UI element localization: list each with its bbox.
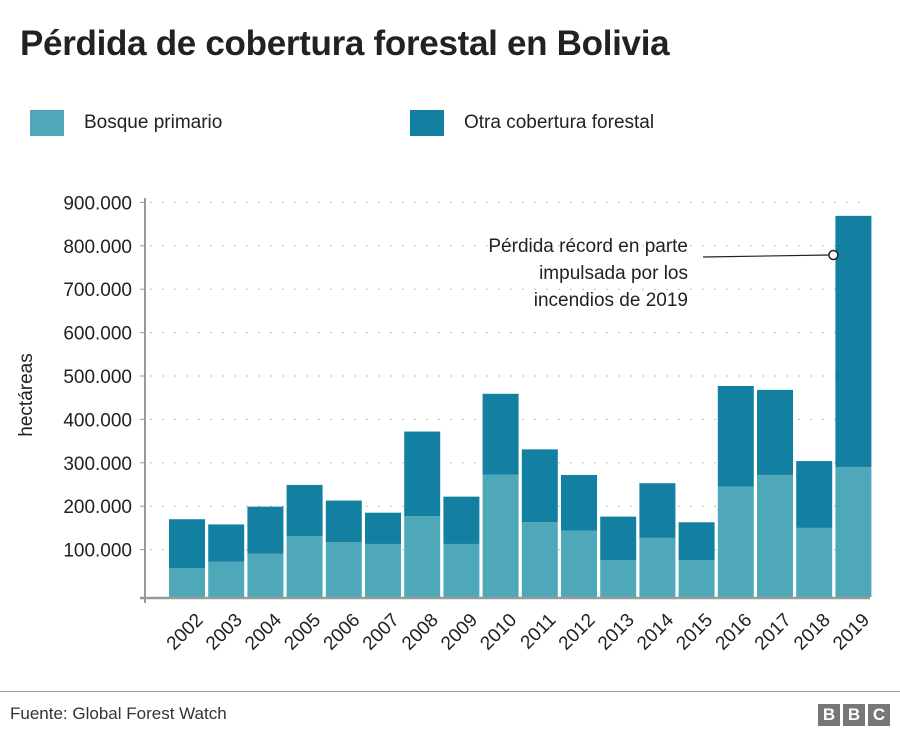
x-tick-label: 2005 [280, 610, 325, 655]
bar-primary-2009 [443, 543, 480, 597]
source-text: Fuente: Global Forest Watch [10, 704, 227, 723]
bar-primary-2012 [561, 530, 597, 597]
annotation-marker [828, 249, 839, 261]
bar-other-2004 [247, 506, 284, 554]
bar-primary-2013 [600, 560, 637, 597]
y-tick-label: 100.000 [63, 541, 132, 562]
legend-swatch-primary [30, 110, 64, 136]
x-tick-label: 2007 [359, 610, 404, 655]
bar-other-2006 [325, 500, 362, 543]
bar-other-2012 [561, 474, 597, 531]
bar-other-2007 [365, 512, 401, 544]
bar-primary-2018 [796, 527, 833, 597]
chart-title: Pérdida de cobertura forestal en Bolivia [20, 24, 670, 63]
bar-other-2010 [482, 393, 519, 475]
annotation-text: incendios de 2019 [534, 290, 688, 311]
bar-primary-2006 [325, 542, 362, 597]
bar-primary-2011 [521, 522, 558, 597]
bar-other-2005 [286, 484, 323, 537]
y-tick-label: 700.000 [63, 280, 132, 301]
bar-other-2018 [796, 461, 833, 528]
annotation-text: impulsada por los [539, 263, 688, 284]
bar-other-2013 [600, 516, 637, 561]
y-tick-label: 600.000 [63, 324, 132, 345]
bar-primary-2005 [286, 536, 323, 597]
bar-other-2008 [404, 431, 441, 517]
bar-other-2017 [757, 389, 793, 475]
y-axis-label: hectáreas [16, 353, 37, 436]
bar-primary-2004 [247, 553, 284, 597]
bar-other-2016 [717, 385, 754, 487]
legend-label-other: Otra cobertura forestal [464, 112, 655, 133]
annotation-text: Pérdida récord en parte [488, 236, 688, 257]
bar-other-2002 [169, 519, 205, 569]
y-tick-label: 300.000 [63, 454, 132, 475]
x-tick-label: 2018 [790, 610, 835, 655]
y-tick-label: 500.000 [63, 367, 132, 388]
x-tick-label: 2012 [555, 610, 600, 655]
legend-item-primary: Bosque primario [30, 110, 222, 136]
x-tick-label: 2004 [241, 609, 286, 654]
chart-plot: 100.000 200.000 300.000 400.000 500.000 600.0… [16, 193, 874, 655]
bar-primary-2015 [678, 560, 715, 597]
footer-divider [0, 691, 900, 692]
bar-primary-2014 [639, 537, 676, 597]
bar-primary-2002 [169, 568, 205, 597]
x-tick-label: 2014 [633, 609, 678, 654]
x-tick-label: 2008 [398, 610, 443, 655]
bar-primary-2016 [717, 486, 754, 597]
bar-other-2003 [208, 524, 245, 562]
bar-primary-2019 [835, 467, 872, 597]
annotation-line [702, 254, 830, 258]
x-tick-label: 2010 [476, 610, 521, 655]
x-tick-label: 2015 [672, 610, 717, 655]
legend-swatch-other [410, 110, 444, 136]
bar-primary-2003 [208, 561, 245, 597]
y-tick-label: 800.000 [63, 237, 132, 258]
bar-other-2011 [521, 449, 558, 523]
bar-primary-2007 [365, 543, 401, 597]
x-tick-label: 2009 [437, 610, 482, 655]
x-tick-label: 2002 [163, 610, 208, 655]
x-tick-label: 2019 [829, 610, 874, 655]
x-tick-label: 2011 [517, 610, 561, 654]
bar-other-2014 [639, 483, 676, 538]
x-tick-label: 2003 [202, 610, 247, 655]
bar-other-2009 [443, 496, 480, 544]
legend-item-other: Otra cobertura forestal [410, 110, 654, 136]
bar-primary-2008 [404, 516, 441, 597]
x-tick-label: 2006 [320, 610, 365, 655]
y-tick-label: 200.000 [63, 497, 132, 518]
x-tick-label: 2017 [751, 610, 796, 655]
bar-primary-2010 [482, 474, 519, 597]
x-tick-label: 2013 [594, 610, 639, 655]
legend-label-primary: Bosque primario [84, 112, 223, 133]
y-tick-label: 400.000 [63, 410, 132, 431]
y-tick-label: 900.000 [63, 193, 132, 214]
bar-primary-2017 [757, 474, 793, 597]
bar-other-2015 [678, 522, 715, 561]
bar-other-2019 [835, 215, 872, 468]
x-tick-label: 2016 [712, 610, 757, 655]
